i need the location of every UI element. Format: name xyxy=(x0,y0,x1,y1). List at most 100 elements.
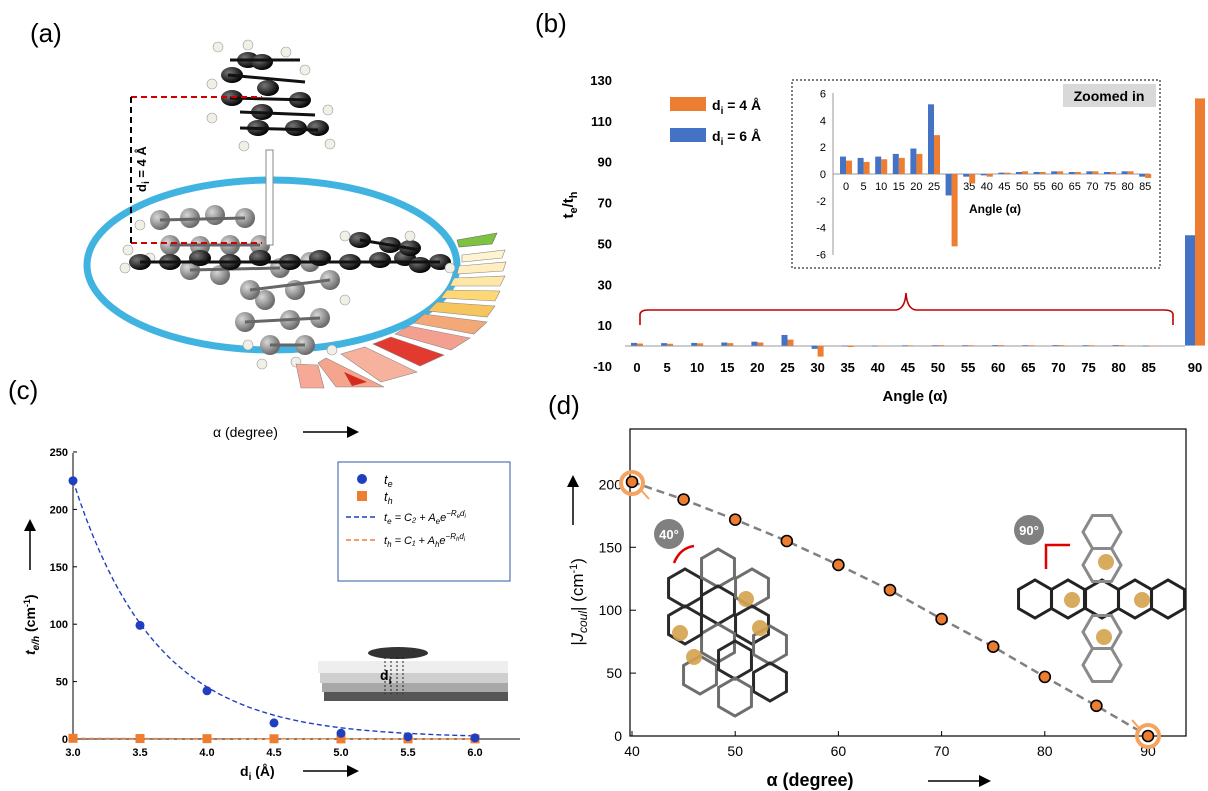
carbon-atom-dark xyxy=(309,250,331,266)
b-ytick-label: 90 xyxy=(598,155,612,170)
c-point-te xyxy=(202,686,212,696)
inset-bar xyxy=(945,174,952,196)
zoom-brace xyxy=(639,292,1174,325)
chart-b-x-ticks: 0 5 10 15 20 25 30 35 40 45 50 55 60 65 70 75 80 85 90 xyxy=(633,360,1202,375)
inset-y-ticks: -6 -4 -2 0 2 4 6 xyxy=(816,89,826,262)
inset-bar xyxy=(1145,174,1152,179)
hydrogen-atom xyxy=(322,104,334,116)
inset-xtick-label: 55 xyxy=(1033,181,1045,193)
carbon-atom-dark xyxy=(249,250,271,266)
hydrogen-atom xyxy=(339,230,351,242)
inset-bar xyxy=(951,174,958,247)
chart-c-y-ticks: 0 50 100 150 200 250 xyxy=(50,447,77,746)
b-xtick-label: 55 xyxy=(961,360,975,375)
separation-rod xyxy=(265,149,274,246)
c-point-te xyxy=(470,733,480,743)
angle-mark-90 xyxy=(1044,543,1070,569)
inset-xtick-label: 25 xyxy=(928,181,940,193)
bottom-molecule-front xyxy=(119,230,456,274)
c-xtick-label: 5.0 xyxy=(333,747,348,759)
ring-bond xyxy=(1017,578,1053,620)
highlight-atom xyxy=(752,620,768,636)
c-xtick-label: 3.5 xyxy=(132,747,147,759)
panel-label-d: (d) xyxy=(548,390,580,420)
carbon-atom xyxy=(251,54,273,70)
highlight-atom xyxy=(738,591,754,607)
hydrogen-atom xyxy=(212,41,224,53)
inset-bar xyxy=(1127,171,1134,174)
inset-xtick-label: 0 xyxy=(843,181,849,193)
d-point xyxy=(986,640,1000,653)
b-bar xyxy=(817,345,824,357)
b-bar xyxy=(1022,345,1029,347)
ring-bond xyxy=(1081,647,1123,683)
b-bar xyxy=(901,345,908,347)
badge-40-label: 40° xyxy=(659,527,679,542)
angle-mark-40 xyxy=(672,544,695,564)
hydrogen-atom xyxy=(238,140,250,152)
b-xtick-label: 0 xyxy=(633,360,640,375)
d-xtick-label: 70 xyxy=(934,743,950,759)
inset-bar xyxy=(934,135,940,174)
inset-bar xyxy=(980,174,987,176)
highlight-atom xyxy=(1096,629,1112,645)
chart-c-ylabel: te/h (cm-1) xyxy=(22,594,42,655)
ring-bond xyxy=(1081,514,1123,550)
angle-color-scale xyxy=(295,232,507,389)
inset-xtick-label: 35 xyxy=(963,181,975,193)
b-bar xyxy=(781,334,788,346)
angle-axis-label: α (degree) xyxy=(213,424,278,440)
inset-bar xyxy=(1051,171,1058,174)
hydrogen-atom xyxy=(324,138,336,150)
b-bar xyxy=(998,345,1005,346)
b-ytick-label: 130 xyxy=(590,73,612,88)
molecule-40deg xyxy=(667,547,788,718)
chart-d-frame xyxy=(629,428,1187,737)
hydrogen-atom xyxy=(444,262,456,274)
legend-label-6a: di = 6 Å xyxy=(712,128,761,148)
bonds-dark xyxy=(140,238,440,264)
carbon-atom xyxy=(307,120,329,136)
inset-bar xyxy=(1016,171,1022,174)
highlight-atom xyxy=(672,625,688,641)
b-bar xyxy=(757,342,764,346)
b-bar xyxy=(1195,98,1205,346)
d-point xyxy=(625,475,639,489)
inset-bar xyxy=(1033,171,1040,174)
legend-label-fit-h: th = C₁ + Ahe−Rhdi xyxy=(384,532,466,549)
chart-c-legend: te th te = C₂ + Aee−Redi th = C₁ + Ahe−R… xyxy=(337,461,511,582)
inset-bar xyxy=(1092,171,1099,174)
d-point xyxy=(780,534,794,548)
b-bar xyxy=(1148,345,1155,347)
b-bar xyxy=(661,343,668,346)
chart-b-bars xyxy=(631,98,1205,357)
b-ytick-label: 50 xyxy=(598,236,612,251)
inset-bar xyxy=(998,172,1005,174)
b-bar xyxy=(1028,345,1035,347)
b-xtick-label: 10 xyxy=(690,360,704,375)
chart-b-xlabel: Angle (α) xyxy=(882,388,947,405)
c-point-te xyxy=(135,620,145,630)
d-point xyxy=(677,493,690,506)
chart-d-trend-line xyxy=(631,480,1149,738)
inset-bar xyxy=(1057,171,1064,174)
distance-label: di = 4 Å xyxy=(134,146,152,192)
inset-bar xyxy=(1110,171,1116,174)
inset-title: Zoomed in xyxy=(1074,88,1145,104)
panel-a-illustration: di = 4 Å α (degree) xyxy=(83,39,507,440)
c-ytick-label: 50 xyxy=(56,677,68,689)
b-ytick-label: 110 xyxy=(591,114,612,129)
highlight-40-arrow xyxy=(640,489,650,500)
inset-bar xyxy=(1086,171,1093,174)
b-xtick-label: 15 xyxy=(720,360,734,375)
inset-bar xyxy=(875,156,882,174)
b-bar xyxy=(992,345,999,346)
b-xtick-label: 30 xyxy=(810,360,824,375)
b-bar xyxy=(1112,345,1119,346)
d-point xyxy=(1141,729,1155,743)
inset-xtick-label: 80 xyxy=(1121,181,1133,193)
ring-bond xyxy=(1081,547,1123,583)
c-point-th xyxy=(269,734,279,744)
d-point xyxy=(832,558,845,572)
